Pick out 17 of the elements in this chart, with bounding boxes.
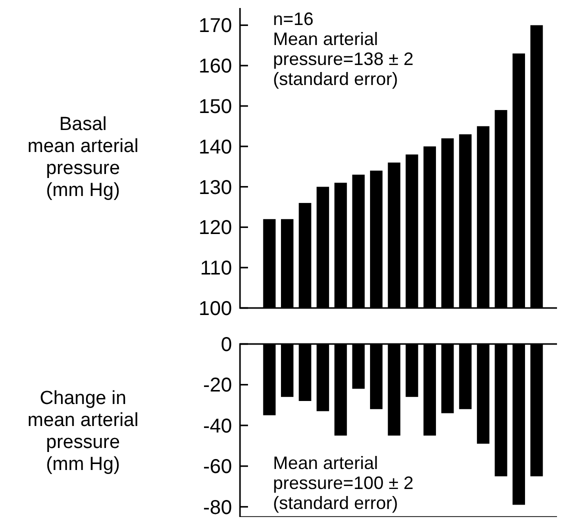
annotation: n=16 Mean arterial pressure=138 ± 2 (standard error) [273,9,414,89]
y-tick-label: 100 [198,298,232,320]
y-axis-title: Change in mean arterial pressure (mm Hg) [28,388,138,476]
y-tick-label: 130 [198,176,232,199]
y-tick-label: 150 [198,96,232,118]
y-tick-label: -20 [203,374,232,397]
y-tick-label: 170 [198,15,232,38]
y-tick-label: -40 [203,415,232,438]
y-tick-label: 140 [198,136,232,158]
y-tick-label: 120 [198,217,232,240]
y-tick-label: -80 [203,496,232,519]
y-tick-label: -60 [203,456,232,478]
y-tick-label: 160 [198,56,232,78]
y-tick-label: 0 [220,334,232,356]
y-tick-label: 110 [200,258,232,280]
annotation: Mean arterial pressure=100 ± 2 (standard error) [273,453,414,513]
y-axis-title: Basal mean arterial pressure (mm Hg) [28,114,138,202]
